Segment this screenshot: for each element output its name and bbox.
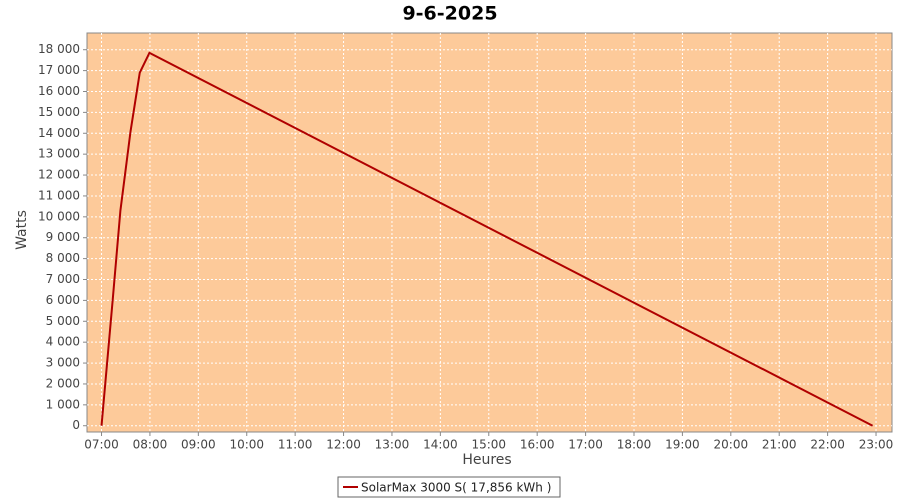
chart-title: 9-6-2025 xyxy=(402,3,497,25)
x-tick-label: 12:00 xyxy=(326,438,361,452)
x-tick-label: 21:00 xyxy=(762,438,797,452)
x-axis-label: Heures xyxy=(462,452,511,468)
legend-box xyxy=(337,476,561,498)
y-tick-label: 8 000 xyxy=(46,251,80,265)
data-line xyxy=(100,51,874,427)
x-tick-label: 11:00 xyxy=(278,438,313,452)
legend-label: SolarMax 3000 S( 17,856 kWh ) xyxy=(361,481,551,495)
x-tick-label: 08:00 xyxy=(133,438,168,452)
x-tick-label: 16:00 xyxy=(520,438,555,452)
y-tick-label: 1 000 xyxy=(46,397,80,411)
y-tick-label: 12 000 xyxy=(38,168,80,182)
x-tick-label: 15:00 xyxy=(471,438,506,452)
x-tick-label: 22:00 xyxy=(810,438,845,452)
y-tick-label: 5 000 xyxy=(46,314,80,328)
y-tick-label: 7 000 xyxy=(46,272,80,286)
x-tick-label: 07:00 xyxy=(84,438,119,452)
y-tick-label: 4 000 xyxy=(46,335,80,349)
y-tick-label: 15 000 xyxy=(38,105,80,119)
y-tick-label: 9 000 xyxy=(46,230,80,244)
y-tick-label: 13 000 xyxy=(38,147,80,161)
x-tick-label: 23:00 xyxy=(859,438,894,452)
x-tick-label: 17:00 xyxy=(568,438,603,452)
y-tick-label: 14 000 xyxy=(38,126,80,140)
x-tick-label: 20:00 xyxy=(714,438,749,452)
x-tick-label: 19:00 xyxy=(665,438,700,452)
plot-area xyxy=(86,32,893,433)
x-tick-label: 10:00 xyxy=(229,438,264,452)
x-tick-label: 18:00 xyxy=(617,438,652,452)
x-tick-label: 14:00 xyxy=(423,438,458,452)
y-tick-label: 17 000 xyxy=(38,63,80,77)
x-tick-label: 13:00 xyxy=(375,438,410,452)
y-tick-label: 2 000 xyxy=(46,376,80,390)
y-tick-label: 11 000 xyxy=(38,188,80,202)
y-tick-label: 10 000 xyxy=(38,209,80,223)
y-tick-label: 18 000 xyxy=(38,42,80,56)
y-tick-label: 0 xyxy=(72,418,80,432)
y-tick-label: 3 000 xyxy=(46,356,80,370)
x-tick-label: 09:00 xyxy=(181,438,216,452)
y-tick-label: 6 000 xyxy=(46,293,80,307)
y-axis-label: Watts xyxy=(14,210,30,250)
y-tick-label: 16 000 xyxy=(38,84,80,98)
